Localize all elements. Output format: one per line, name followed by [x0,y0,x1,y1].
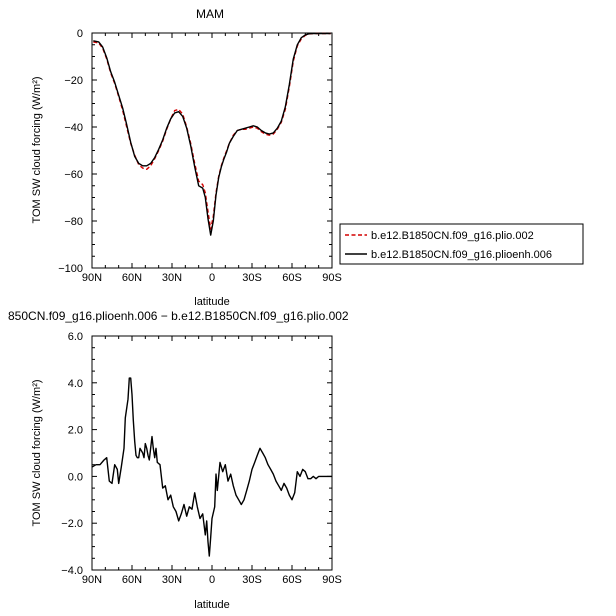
legend-label-series-1: b.e12.B1850CN.f09_g16.plio.002 [371,230,534,242]
x-tick-label: 90S [322,574,342,586]
y-tick-label: −4.0 [61,565,83,577]
y-tick-label: −100 [58,263,83,275]
y-tick-label: −60 [64,169,83,181]
x-tick-label: 60S [282,574,302,586]
legend-label-series-2: b.e12.B1850CN.f09_g16.plioenh.006 [371,249,552,261]
y-tick-label: 0.0 [68,471,83,483]
panel-2-x-ticks: 90N 60N 30N 0 30S 60S 90S [82,336,342,586]
panel-1-frame [91,32,333,269]
y-tick-label: −40 [64,122,83,134]
panel-1-series [93,32,331,236]
y-tick-label: 2.0 [68,425,83,437]
x-tick-label: 0 [209,272,215,284]
x-tick-label: 30N [162,272,182,284]
panel-2-y-ticks: 6.0 4.0 2.0 0.0 −2.0 −4.0 [61,331,332,577]
panel-2-xlabel: latitude [194,599,229,611]
panel-1-title: MAM [196,7,224,21]
panel-1: MAM latitude TOM SW cloud forcing (W/m²)… [31,7,584,308]
x-tick-label: 60N [122,272,142,284]
panel-2-series [91,377,332,557]
series-line-2 [93,32,331,236]
x-tick-label: 90N [82,574,102,586]
x-tick-label: 90S [322,272,342,284]
panel-1-ylabel: TOM SW cloud forcing (W/m²) [31,76,43,223]
y-tick-label: −80 [64,216,83,228]
y-tick-label: 4.0 [68,378,83,390]
x-tick-label: 30S [242,272,262,284]
legend-box [339,223,584,265]
legend: b.e12.B1850CN.f09_g16.plio.002 b.e12.B18… [339,223,584,265]
panel-2-frame [91,335,333,571]
panel-2-ylabel: TOM SW cloud forcing (W/m²) [31,379,43,526]
panel-1-xlabel: latitude [194,296,229,308]
x-tick-label: 90N [82,272,102,284]
panel-1-y-ticks: 0 −20 −40 −60 −80 −100 [58,28,332,275]
panel-2: 850CN.f09_g16.plioenh.006 − b.e12.B1850C… [8,309,349,611]
x-tick-label: 60N [122,574,142,586]
x-tick-label: 30S [242,574,262,586]
x-tick-label: 30N [162,574,182,586]
x-tick-label: 60S [282,272,302,284]
panel-2-title: 850CN.f09_g16.plioenh.006 − b.e12.B1850C… [8,309,349,323]
y-tick-label: −2.0 [61,518,83,530]
y-tick-label: −20 [64,75,83,87]
panel-1-x-ticks: 90N 60N 30N 0 30S 60S 90S [82,33,342,284]
x-tick-label: 0 [209,574,215,586]
y-tick-label: 6.0 [68,331,83,343]
y-tick-label: 0 [77,28,83,40]
series-line-1 [91,377,332,557]
